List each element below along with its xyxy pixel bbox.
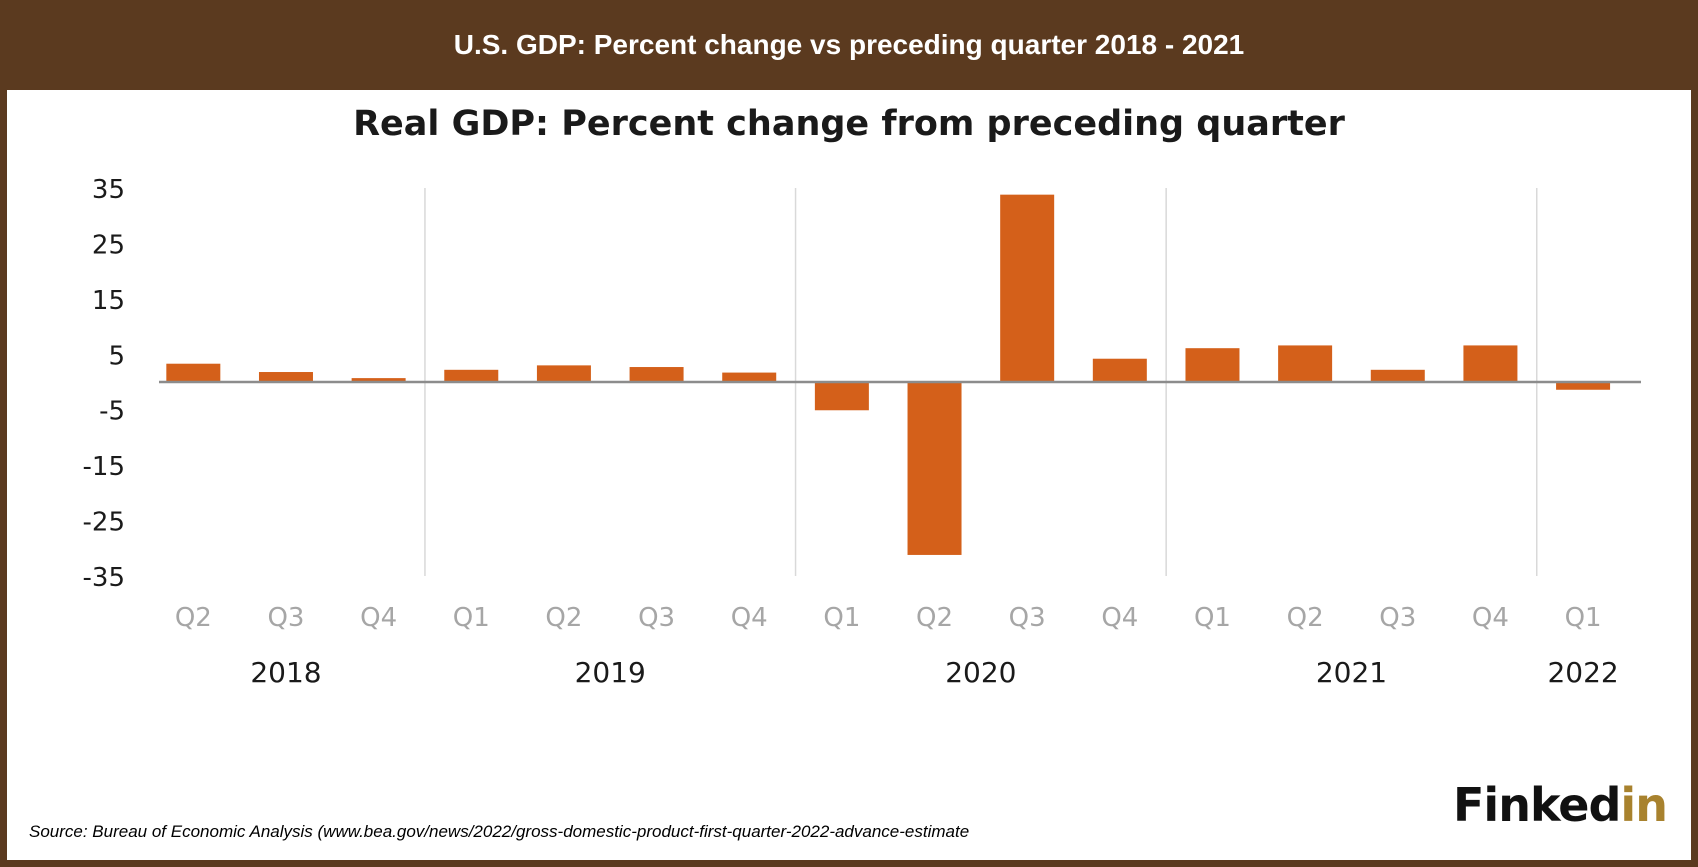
y-tick-label: 35 xyxy=(92,175,125,205)
gdp-bar xyxy=(258,372,313,382)
quarter-label: Q2 xyxy=(1287,603,1324,633)
year-label: 2020 xyxy=(945,656,1016,689)
gdp-bar xyxy=(629,367,684,382)
quarter-label: Q3 xyxy=(638,603,675,633)
y-tick-label: 25 xyxy=(92,230,125,260)
quarter-label: Q1 xyxy=(823,603,860,633)
quarter-label: Q3 xyxy=(1009,603,1046,633)
year-label: 2019 xyxy=(575,656,646,689)
y-tick-label: 15 xyxy=(92,286,125,316)
gdp-bar xyxy=(444,369,499,382)
header-title: U.S. GDP: Percent change vs preceding qu… xyxy=(453,29,1245,60)
gdp-bar xyxy=(1000,194,1055,382)
quarter-label: Q1 xyxy=(1194,603,1231,633)
finkedin-logo: Finkedin xyxy=(1453,782,1668,828)
gdp-bar xyxy=(351,378,406,382)
gdp-bar xyxy=(166,363,221,382)
header-bar: U.S. GDP: Percent change vs preceding qu… xyxy=(0,0,1698,90)
y-tick-label: 5 xyxy=(108,341,125,371)
gdp-bar-chart: Real GDP: Percent change from preceding … xyxy=(83,104,1641,689)
gdp-bar xyxy=(814,382,869,411)
gdp-bar xyxy=(1463,345,1518,382)
quarter-label: Q3 xyxy=(1379,603,1416,633)
chart-title: Real GDP: Percent change from preceding … xyxy=(353,104,1345,144)
y-tick-label: -25 xyxy=(83,508,125,538)
gdp-bar xyxy=(1278,345,1333,382)
quarter-label: Q4 xyxy=(360,603,397,633)
gdp-bar xyxy=(1092,358,1147,382)
gdp-bar xyxy=(907,382,962,555)
y-tick-label: -15 xyxy=(83,452,125,482)
gdp-bar xyxy=(1185,348,1240,382)
y-tick-label: -35 xyxy=(83,563,125,593)
gdp-bar xyxy=(536,365,591,382)
source-note: Source: Bureau of Economic Analysis (www… xyxy=(29,822,970,841)
gdp-bar xyxy=(1370,369,1425,382)
year-label: 2022 xyxy=(1547,656,1618,689)
y-tick-label: -5 xyxy=(99,397,125,427)
gdp-bar xyxy=(722,372,777,382)
quarter-label: Q2 xyxy=(175,603,212,633)
quarter-label: Q4 xyxy=(731,603,768,633)
quarter-label: Q1 xyxy=(453,603,490,633)
quarter-label: Q1 xyxy=(1565,603,1602,633)
logo-text-accent: in xyxy=(1620,778,1668,832)
quarter-label: Q3 xyxy=(267,603,304,633)
quarter-label: Q2 xyxy=(545,603,582,633)
quarter-label: Q2 xyxy=(916,603,953,633)
quarter-label: Q4 xyxy=(1101,603,1138,633)
gdp-bar xyxy=(1556,382,1611,390)
logo-text-main: Finked xyxy=(1453,778,1621,832)
chart-panel: Real GDP: Percent change from preceding … xyxy=(7,90,1691,860)
year-label: 2018 xyxy=(250,656,321,689)
year-label: 2021 xyxy=(1316,656,1387,689)
quarter-label: Q4 xyxy=(1472,603,1509,633)
